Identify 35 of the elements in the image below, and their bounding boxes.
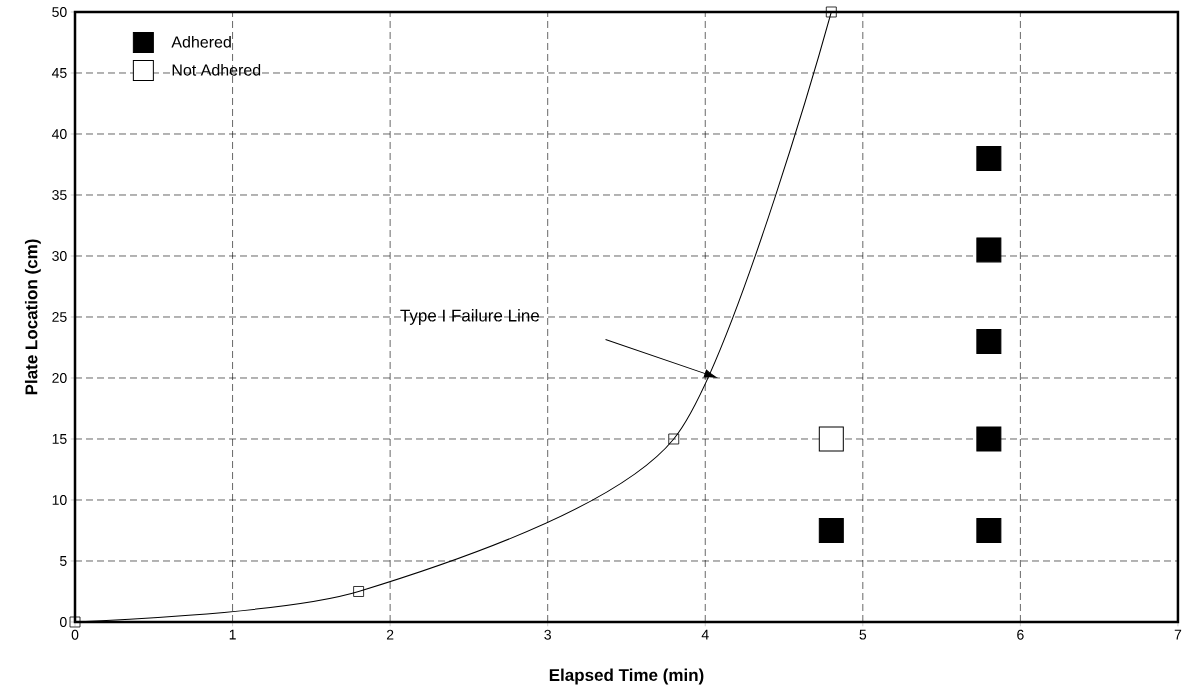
y-tick-label: 30 xyxy=(52,251,67,261)
point xyxy=(353,586,365,597)
x-tick-label: 5 xyxy=(859,629,867,640)
y-tick-label: 35 xyxy=(52,190,67,200)
point xyxy=(825,6,837,18)
point xyxy=(976,426,1002,452)
x-tick-label: 0 xyxy=(71,629,79,640)
y-axis-title: Plate Location (cm) xyxy=(24,239,41,395)
y-tick-label: 10 xyxy=(52,495,67,505)
y-tick-label: 5 xyxy=(59,556,67,566)
y-tick-label: 25 xyxy=(52,312,67,322)
y-tick-label: 15 xyxy=(52,434,67,444)
point xyxy=(668,433,680,445)
legend-label: Not Adhered xyxy=(172,63,261,76)
point xyxy=(818,426,844,452)
point xyxy=(976,328,1002,354)
y-tick-label: 0 xyxy=(59,617,67,627)
y-tick-label: 45 xyxy=(51,68,67,78)
legend-label: Adhered xyxy=(171,35,231,48)
x-tick-label: 1 xyxy=(229,629,236,640)
point xyxy=(69,616,81,628)
point xyxy=(976,517,1002,543)
x-tick-label: 4 xyxy=(701,629,709,640)
y-tick-label: 20 xyxy=(52,373,67,383)
x-axis-title: Elapsed Time (min) xyxy=(549,668,704,685)
x-tick-label: 2 xyxy=(386,629,394,640)
x-tick-label: 7 xyxy=(1174,629,1182,640)
x-tick-label: 6 xyxy=(1017,629,1024,640)
point xyxy=(818,517,844,543)
y-tick-label: 40 xyxy=(51,129,67,139)
point xyxy=(976,237,1002,263)
y-tick-label: 50 xyxy=(52,7,67,17)
annotation: Type I Failure Line xyxy=(400,309,540,325)
point xyxy=(976,145,1002,171)
x-tick-label: 3 xyxy=(544,629,551,640)
